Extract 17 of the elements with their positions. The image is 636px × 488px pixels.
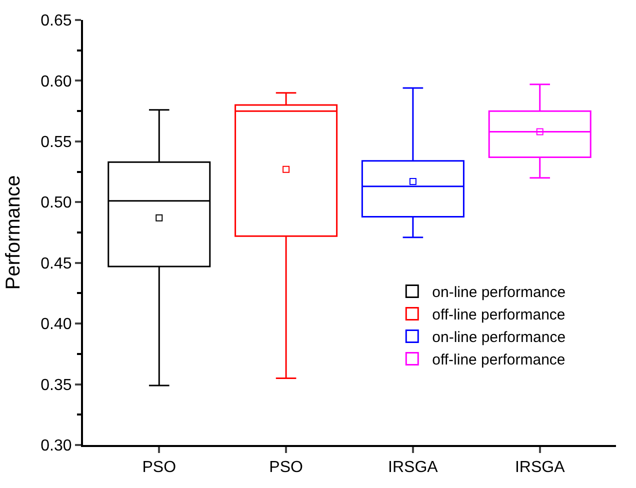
legend-label: off-line performance [432, 306, 566, 324]
x-tick-label: IRSGA [388, 459, 438, 476]
legend-label: on-line performance [432, 284, 566, 302]
legend-label: off-line performance [432, 352, 566, 369]
y-tick-label: 0.55 [40, 134, 72, 152]
x-tick-label: PSO [269, 459, 303, 476]
y-tick-label: 0.60 [40, 73, 72, 90]
y-tick-label: 0.30 [40, 438, 72, 455]
y-tick-label: 0.40 [40, 316, 72, 334]
y-tick-label: 0.50 [40, 194, 72, 212]
y-tick-label: 0.35 [40, 376, 72, 394]
x-tick-label: IRSGA [514, 459, 566, 476]
y-tick-label: 0.45 [40, 255, 72, 272]
y-axis-title: Performance [2, 175, 25, 290]
x-tick-label: PSO [142, 459, 176, 476]
legend-label: on-line performance [432, 329, 566, 346]
y-tick-label: 0.65 [40, 12, 72, 30]
